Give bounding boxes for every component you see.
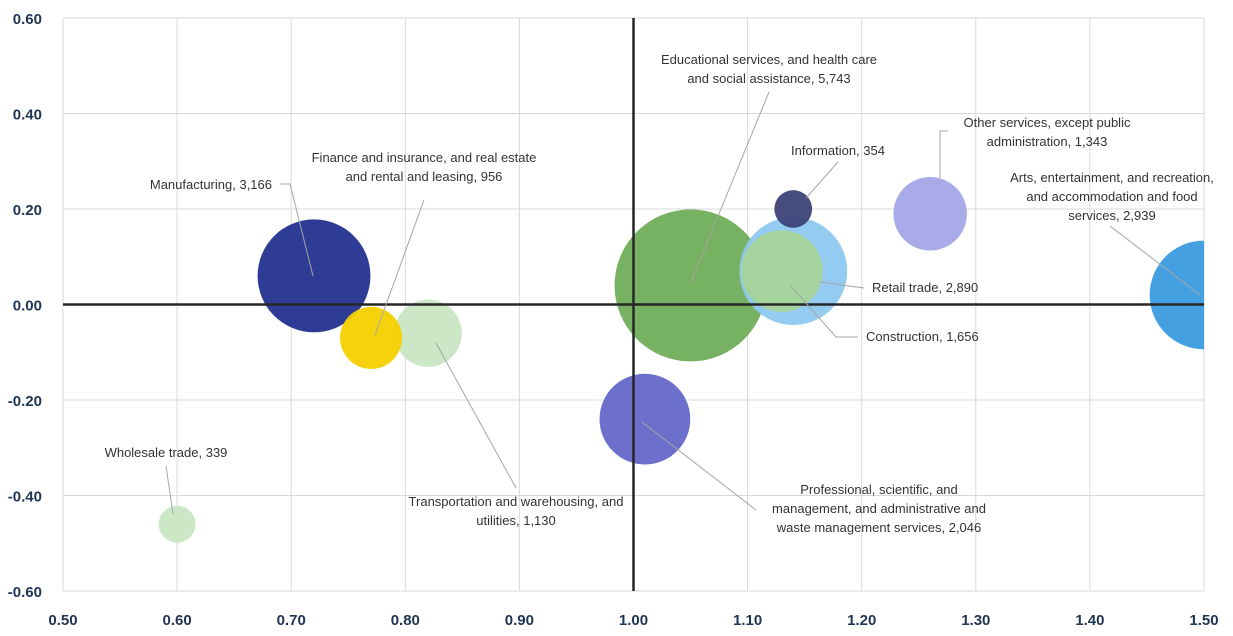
x-tick-label: 0.90	[505, 612, 534, 629]
x-tick-label: 1.40	[1075, 612, 1104, 629]
axis-ticks: 0.50 0.60 0.70 0.80 0.90 1.00 1.10 1.20 1.30 1.40…	[8, 11, 1219, 629]
x-tick-label: 0.60	[162, 612, 191, 629]
data-label-line: Manufacturing, 3,166	[150, 177, 272, 192]
leader-line-retail-trade	[819, 281, 865, 289]
data-label-line: utilities, 1,130	[476, 513, 556, 528]
x-tick-label: 1.20	[847, 612, 876, 629]
data-label-line: and social assistance, 5,743	[687, 71, 850, 86]
data-label-line: administration, 1,343	[987, 134, 1108, 149]
data-label-line: Information, 354	[791, 143, 885, 158]
data-label-line: Finance and insurance, and real estate	[312, 150, 537, 165]
data-label-professional-scientific-and-management-and-administrative-and-waste-management-services: Professional, scientific, and management,…	[772, 482, 986, 535]
data-label-line: Wholesale trade, 339	[105, 445, 228, 460]
leader-line-wholesale-trade	[165, 465, 174, 515]
data-label-manufacturing: Manufacturing, 3,166	[150, 177, 272, 192]
data-label-other-services-except-public-administration: Other services, except public administrat…	[964, 115, 1131, 149]
data-label-line: Arts, entertainment, and recreation,	[1010, 170, 1214, 185]
bubble-finance-and-insurance-and-real-estate-and-rental-and-leasing	[340, 306, 403, 369]
leader-line-other-services-except-public-administration	[939, 130, 948, 178]
y-tick-label: 0.00	[13, 298, 42, 315]
y-tick-label: -0.20	[8, 393, 42, 410]
bubble-construction	[741, 230, 823, 312]
data-label-line: waste management services, 2,046	[776, 520, 982, 535]
data-label-arts-entertainment-and-recreation-and-accommodation-and-food-services: Arts, entertainment, and recreation, and …	[1010, 170, 1214, 223]
bubble-educational-services-and-health-care-and-social-assistance	[614, 209, 767, 362]
leader-line-construction	[789, 284, 858, 338]
leader-line-manufacturing	[280, 183, 314, 277]
data-label-line: Construction, 1,656	[866, 329, 979, 344]
bubble-professional-scientific-and-management-and-administrative-and-waste-management-services	[599, 373, 691, 465]
leader-line-finance-and-insurance-and-real-estate-and-rental-and-leasing	[374, 199, 425, 336]
data-label-retail-trade: Retail trade, 2,890	[872, 280, 978, 295]
leader-line-arts-entertainment-and-recreation-and-accommodation-and-food-services	[1109, 225, 1201, 296]
data-label-finance-and-insurance-and-real-estate-and-rental-and-leasing: Finance and insurance, and real estate an…	[312, 150, 537, 184]
data-label-line: Other services, except public	[964, 115, 1131, 130]
bubble-information	[774, 190, 813, 228]
x-tick-label: 0.70	[277, 612, 306, 629]
bubble-wholesale-trade	[158, 505, 196, 543]
data-label-line: Retail trade, 2,890	[872, 280, 978, 295]
y-tick-label: -0.40	[8, 489, 42, 506]
y-tick-label: 0.60	[13, 11, 42, 28]
data-label-line: management, and administrative and	[772, 501, 986, 516]
data-label-line: Professional, scientific, and	[800, 482, 958, 497]
bubble-other-services-except-public-administration	[893, 177, 967, 251]
data-label-line: and rental and leasing, 956	[346, 169, 503, 184]
data-label-wholesale-trade: Wholesale trade, 339	[105, 445, 228, 460]
leader-line-transportation-and-warehousing-and-utilities	[435, 342, 517, 489]
data-label-educational-services-and-health-care-and-social-assistance: Educational services, and health care and…	[661, 52, 877, 86]
data-label-construction: Construction, 1,656	[866, 329, 979, 344]
x-tick-label: 1.00	[619, 612, 648, 629]
reference-lines	[63, 18, 1204, 591]
data-label-line: Transportation and warehousing, and	[409, 494, 624, 509]
leader-line-educational-services-and-health-care-and-social-assistance	[690, 91, 770, 283]
bubble-labels: Educational services, and health care and…	[105, 52, 1214, 535]
leader-line-information	[805, 161, 839, 199]
data-label-information: Information, 354	[791, 143, 885, 158]
data-label-transportation-and-warehousing-and-utilities: Transportation and warehousing, and utili…	[409, 494, 624, 528]
x-tick-label: 0.50	[48, 612, 77, 629]
bubble-arts-entertainment-and-recreation-and-accommodation-and-food-services	[1149, 240, 1204, 350]
data-label-line: services, 2,939	[1068, 208, 1155, 223]
bubble-transportation-and-warehousing-and-utilities	[394, 299, 462, 367]
data-label-line: and accommodation and food	[1026, 189, 1197, 204]
leader-line-professional-scientific-and-management-and-administrative-and-waste-management-services	[641, 421, 757, 511]
y-tick-label: 0.20	[13, 202, 42, 219]
data-label-line: Educational services, and health care	[661, 52, 877, 67]
bubble-layer	[158, 177, 1204, 543]
x-tick-label: 1.30	[961, 612, 990, 629]
x-tick-label: 1.50	[1189, 612, 1218, 629]
x-tick-label: 1.10	[733, 612, 762, 629]
x-tick-label: 0.80	[391, 612, 420, 629]
y-tick-label: 0.40	[13, 107, 42, 124]
leader-lines	[165, 91, 1201, 515]
y-tick-label: -0.60	[8, 584, 42, 601]
